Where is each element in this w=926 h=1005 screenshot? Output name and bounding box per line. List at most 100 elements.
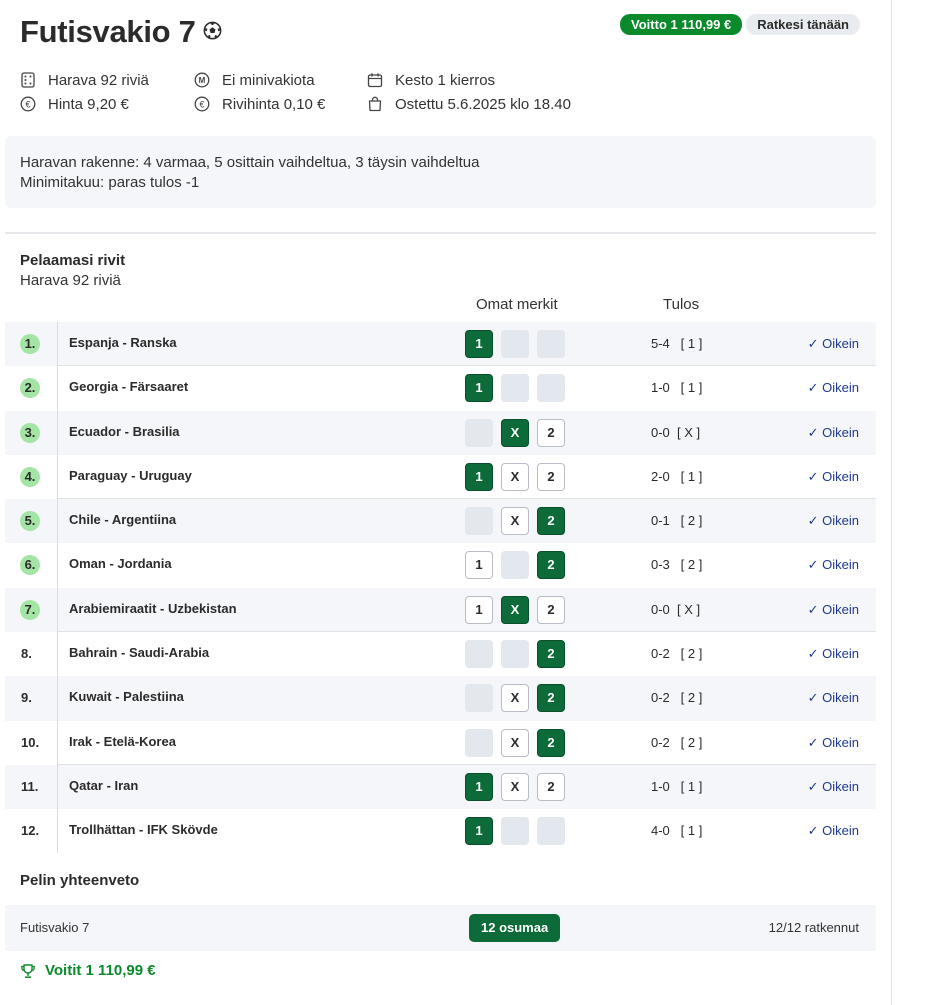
- match-name: Irak - Etelä-Korea: [69, 733, 176, 749]
- svg-text:€: €: [25, 99, 30, 109]
- sign-box: [501, 330, 529, 358]
- sign-box: 2: [537, 551, 565, 580]
- correct-status: ✓ Oikein: [807, 557, 859, 573]
- table-row: 1. Espanja - Ranska 1 5-4 [ 1 ] ✓ Oikein: [5, 322, 876, 367]
- correct-status: ✓ Oikein: [807, 468, 859, 484]
- match-result: 2-0 [ 1 ]: [651, 468, 703, 484]
- sign-box: 2: [537, 507, 565, 536]
- row-number: 12.: [21, 823, 40, 839]
- col-header-result: Tulos: [663, 296, 700, 313]
- win-badge: Voitto 1 110,99 €: [620, 14, 743, 35]
- info-price-text: Hinta 9,20 €: [48, 95, 129, 113]
- row-number: 5.: [20, 511, 40, 532]
- sign-box: [465, 728, 493, 757]
- table-row: 12. Trollhättan - IFK Skövde 1 4-0 [ 1 ] ✓ O…: [5, 809, 876, 853]
- info-row-price: € Rivihinta 0,10 €: [194, 94, 325, 114]
- info-duration: Kesto 1 kierros: [367, 70, 495, 90]
- table-row: 9. Kuwait - Palestiina X 2 0-2 [ 2 ] ✓ Oikein: [5, 676, 876, 721]
- sign-box: 1: [465, 772, 493, 801]
- row-number: 1.: [20, 334, 40, 354]
- shopping-bag-icon: [368, 96, 382, 112]
- sign-box: 2: [537, 728, 565, 757]
- status-badge: Ratkesi tänään: [746, 14, 860, 35]
- sign-box: 2: [537, 462, 565, 491]
- correct-status: ✓ Oikein: [807, 424, 859, 440]
- table-row: 5. Chile - Argentiina X 2 0-1 [ 2 ] ✓ Oikein: [5, 499, 876, 544]
- svg-text:M: M: [199, 76, 206, 85]
- sign-box: 1: [465, 595, 493, 624]
- summary-row: Futisvakio 7 12 osumaa 12/12 ratkennut: [5, 905, 876, 951]
- sign-box: 1: [465, 374, 493, 403]
- match-name: Chile - Argentiina: [69, 512, 177, 528]
- match-result: 0-2 [ 2 ]: [651, 690, 703, 706]
- row-number: 11.: [21, 778, 39, 794]
- sign-box: 1: [465, 551, 493, 580]
- match-name: Paraguay - Uruguay: [69, 467, 192, 483]
- svg-text:€: €: [199, 99, 204, 109]
- sign-box: [537, 330, 565, 358]
- match-name: Ecuador - Brasilia: [69, 423, 180, 439]
- match-name: Kuwait - Palestiina: [69, 689, 184, 705]
- sign-box: [465, 684, 493, 713]
- sign-box: 1: [465, 330, 493, 358]
- correct-status: ✓ Oikein: [807, 336, 859, 351]
- header: Futisvakio 7 Voitto 1 110,99 € Ratkesi t…: [20, 14, 860, 54]
- row-number: 3.: [20, 422, 40, 443]
- sign-box: 2: [537, 640, 565, 669]
- sign-box: [465, 418, 493, 447]
- match-result: 0-2 [ 2 ]: [651, 734, 703, 750]
- correct-status: ✓ Oikein: [807, 380, 859, 396]
- trophy-icon: [21, 963, 35, 978]
- sign-box: [537, 374, 565, 403]
- minivakio-icon: M: [194, 72, 210, 88]
- sign-box: 1: [465, 817, 493, 846]
- row-number: 2.: [20, 378, 40, 399]
- info-rows-text: Harava 92 riviä: [48, 71, 149, 89]
- info-minivakio: M Ei minivakiota: [194, 70, 315, 90]
- sign-box: X: [501, 684, 529, 713]
- match-name: Espanja - Ranska: [69, 335, 177, 350]
- table-row: 10. Irak - Etelä-Korea X 2 0-2 [ 2 ] ✓ Oikein: [5, 721, 876, 766]
- page-title: Futisvakio 7: [20, 14, 196, 49]
- euro-icon: €: [20, 96, 36, 112]
- section-divider: [5, 232, 876, 234]
- harava-structure: Haravan rakenne: 4 varmaa, 5 osittain va…: [5, 136, 876, 208]
- dice-icon: [21, 72, 35, 88]
- match-name: Trollhättan - IFK Skövde: [69, 822, 218, 838]
- sign-box: X: [501, 772, 529, 801]
- match-name: Oman - Jordania: [69, 556, 172, 572]
- match-name: Qatar - Iran: [69, 777, 139, 793]
- correct-status: ✓ Oikein: [807, 601, 859, 617]
- correct-status: ✓ Oikein: [807, 646, 859, 662]
- sign-box: 2: [537, 772, 565, 801]
- played-rows-subtitle: Harava 92 riviä: [20, 272, 121, 289]
- football-icon: [203, 21, 222, 40]
- table-row: 8. Bahrain - Saudi-Arabia 2 0-2 [ 2 ] ✓ Oike…: [5, 632, 876, 676]
- correct-status: ✓ Oikein: [807, 513, 859, 529]
- sign-box: [501, 551, 529, 580]
- sign-box: [465, 640, 493, 669]
- rows-table: 1. Espanja - Ranska 1 5-4 [ 1 ] ✓ Oikein 2. Ge…: [5, 322, 876, 854]
- minimum-guarantee: Minimitakuu: paras tulos -1: [20, 174, 200, 191]
- sign-box: X: [501, 462, 529, 491]
- right-divider: [891, 0, 892, 1005]
- row-number: 7.: [20, 599, 40, 620]
- sign-box: [501, 817, 529, 846]
- match-name: Arabiemiraatit - Uzbekistan: [69, 600, 237, 616]
- played-rows-title: Pelaamasi rivit: [20, 252, 126, 269]
- sign-box: [501, 640, 529, 669]
- match-result: 1-0 [ 1 ]: [651, 778, 703, 794]
- match-name: Bahrain - Saudi-Arabia: [69, 645, 210, 661]
- table-row: 11. Qatar - Iran 1 X 2 1-0 [ 1 ] ✓ Oikein: [5, 764, 876, 810]
- sign-box: 2: [537, 595, 565, 624]
- structure-line: Haravan rakenne: 4 varmaa, 5 osittain va…: [20, 154, 480, 171]
- row-number: 9.: [21, 690, 32, 706]
- win-amount: Voitit 1 110,99 €: [45, 962, 156, 979]
- sign-box: X: [501, 728, 529, 757]
- info-minivakio-text: Ei minivakiota: [222, 71, 315, 89]
- sign-box: X: [501, 418, 529, 447]
- match-result: 0-3 [ 2 ]: [651, 557, 703, 573]
- match-result: 0-1 [ 2 ]: [651, 513, 703, 529]
- sign-box: [537, 817, 565, 846]
- summary-game-name: Futisvakio 7: [20, 920, 90, 935]
